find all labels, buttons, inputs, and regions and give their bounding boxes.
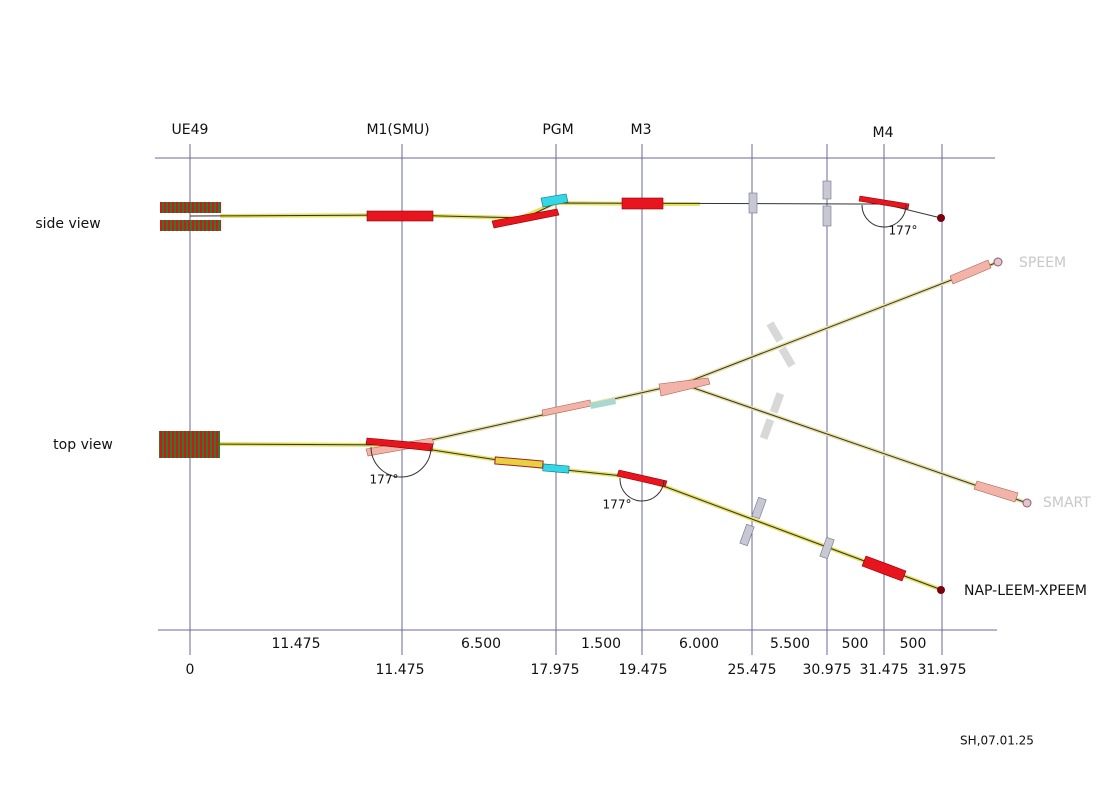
branch-label: SPEEM [1019,255,1066,271]
component-label: M1(SMU) [366,122,429,138]
position-label: 25.475 [728,662,777,678]
distance-label: 11.475 [272,636,321,652]
component-label: PGM [542,122,573,138]
component-label: M4 [873,125,894,141]
branch-label: SMART [1043,495,1091,511]
position-label: 30.975 [803,662,852,678]
position-label: 31.975 [918,662,967,678]
component-label: M3 [631,122,652,138]
position-label: 17.975 [531,662,580,678]
branch-label: NAP-LEEM-XPEEM [964,583,1087,599]
footer: SH,07.01.25 [960,734,1034,748]
position-label: 19.475 [619,662,668,678]
top-view-beamline [159,257,1032,594]
position-label: 31.475 [860,662,909,678]
distance-label: 5.500 [770,636,810,652]
view-label: top view [53,437,113,453]
distance-label: 6.000 [679,636,719,652]
distance-label: 500 [900,636,927,652]
labels: UE49 M1(SMU) PGM M3 M4 side view top vie… [35,122,1091,748]
position-label: 11.475 [376,662,425,678]
distance-label: 6.500 [461,636,501,652]
grid [155,144,997,655]
side-view-beamline [160,180,945,231]
angle-label: 177° [370,473,399,487]
distance-label: 1.500 [581,636,621,652]
angle-label: 177° [603,498,632,512]
position-label: 0 [186,662,195,678]
distance-label: 500 [842,636,869,652]
angle-label: 177° [889,224,918,238]
component-label: UE49 [172,122,209,138]
view-label: side view [35,216,100,232]
